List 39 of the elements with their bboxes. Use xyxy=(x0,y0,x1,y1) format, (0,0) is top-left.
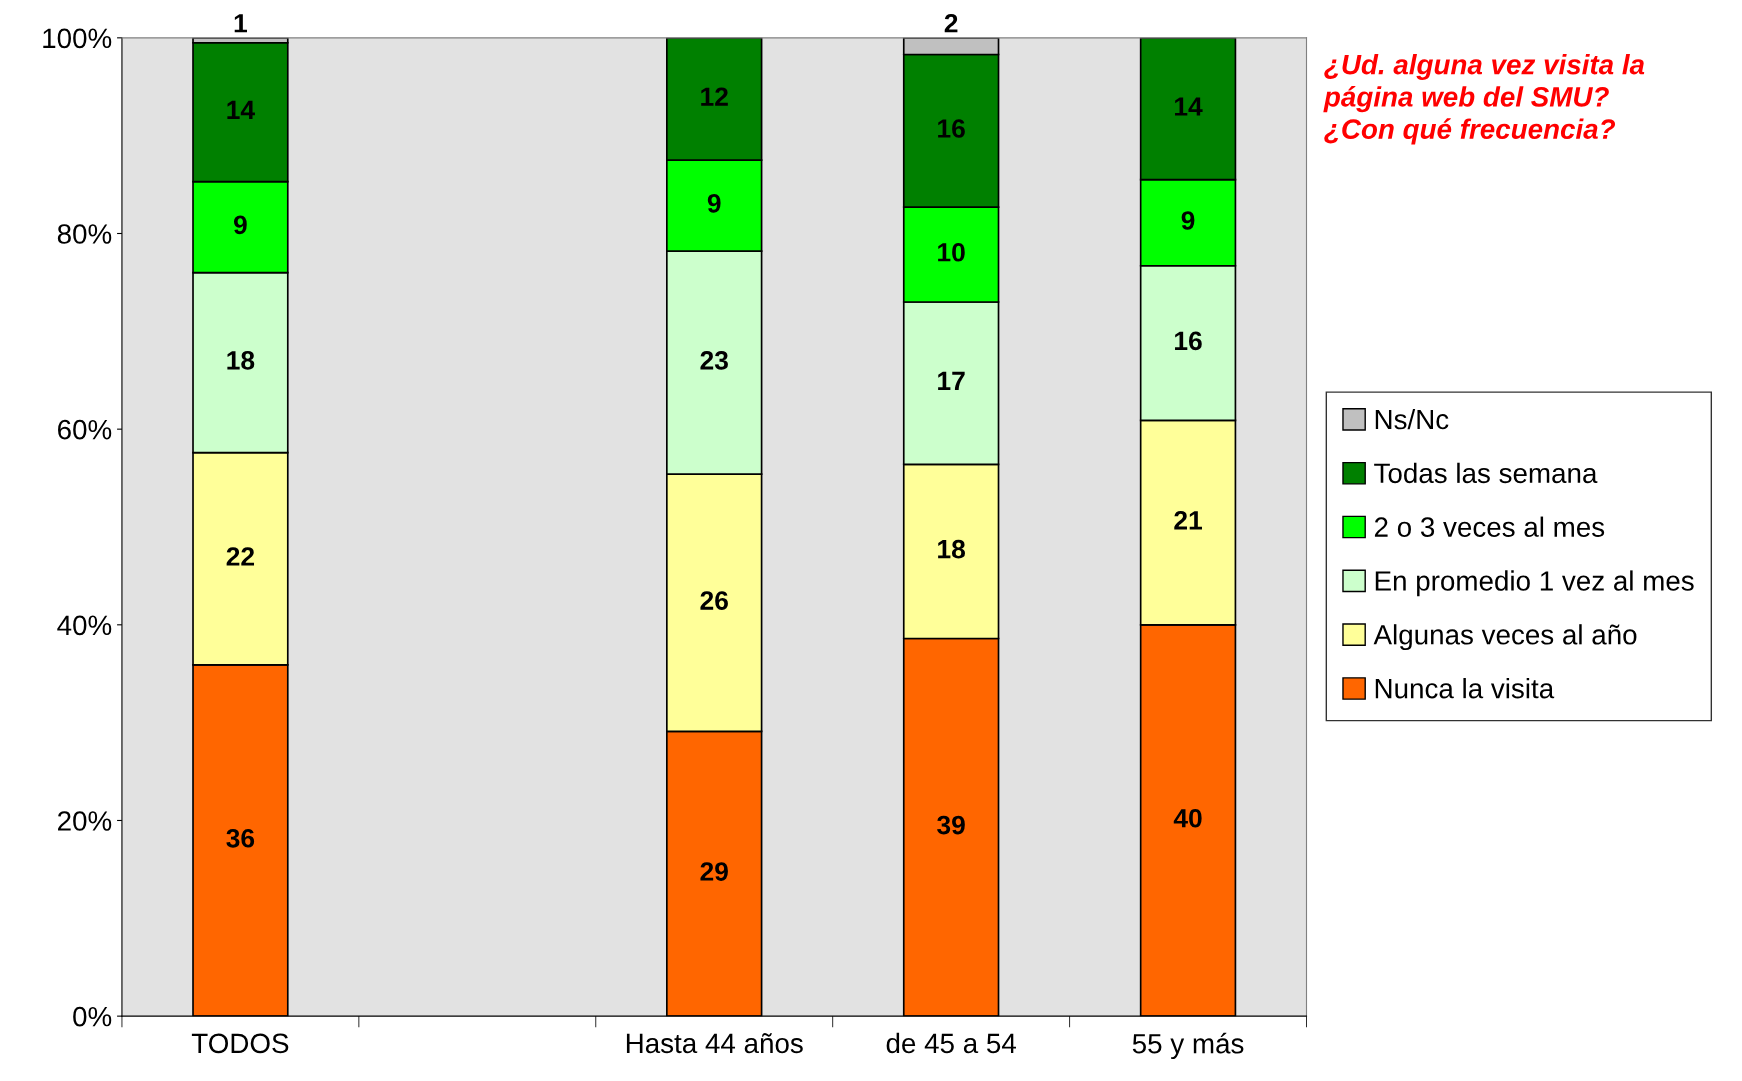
legend-label: Todas las semana xyxy=(1374,462,1598,484)
data-label: 23 xyxy=(700,351,728,370)
data-label: 17 xyxy=(938,371,965,390)
data-label: 40 xyxy=(1173,808,1202,828)
data-label: 12 xyxy=(701,87,728,106)
data-label: 9 xyxy=(707,194,721,213)
data-label: 21 xyxy=(1174,510,1202,530)
legend-label: Algunas veces al año xyxy=(1373,624,1637,651)
legend-label: 2 o 3 veces al mes xyxy=(1374,516,1605,537)
data-label: 39 xyxy=(937,815,965,835)
data-label: 10 xyxy=(938,242,965,262)
y-tick-label: 80% xyxy=(57,224,112,244)
y-tick-label: 40% xyxy=(57,615,112,636)
data-label: 9 xyxy=(1181,211,1195,230)
data-label: 14 xyxy=(227,100,255,120)
x-tick-label: 55 y más xyxy=(1132,1032,1244,1060)
x-tick-label: TODOS xyxy=(191,1033,289,1054)
data-label: 36 xyxy=(226,828,255,848)
data-label: 26 xyxy=(700,591,728,610)
data-label: 14 xyxy=(1175,97,1203,116)
x-tick-label: de 45 a 54 xyxy=(886,1032,1016,1054)
data-label: 16 xyxy=(938,119,965,138)
data-label: 18 xyxy=(938,539,965,559)
data-label: 29 xyxy=(700,862,728,881)
y-tick-label: 60% xyxy=(58,419,112,440)
legend-label: Ns/Nc xyxy=(1375,408,1449,430)
y-tick-label: 20% xyxy=(58,811,112,831)
legend-label: En promedio 1 vez al mes xyxy=(1375,570,1694,597)
legend-label: Nunca la visita xyxy=(1375,678,1555,699)
data-label: 1 xyxy=(234,14,247,33)
data-label: 2 xyxy=(944,13,958,33)
text: ¿Ud. alguna vez visita la página web del SMU? ¿Con qué frecuencia? xyxy=(1323,54,1645,145)
y-tick-label: 0% xyxy=(73,1006,112,1027)
data-label: 9 xyxy=(233,215,247,235)
x-tick-label: Hasta 44 años xyxy=(626,1033,803,1054)
data-label: 22 xyxy=(226,547,255,566)
data-label: 16 xyxy=(1175,331,1202,351)
y-tick-label: 100% xyxy=(43,28,112,49)
data-label: 18 xyxy=(227,351,255,370)
